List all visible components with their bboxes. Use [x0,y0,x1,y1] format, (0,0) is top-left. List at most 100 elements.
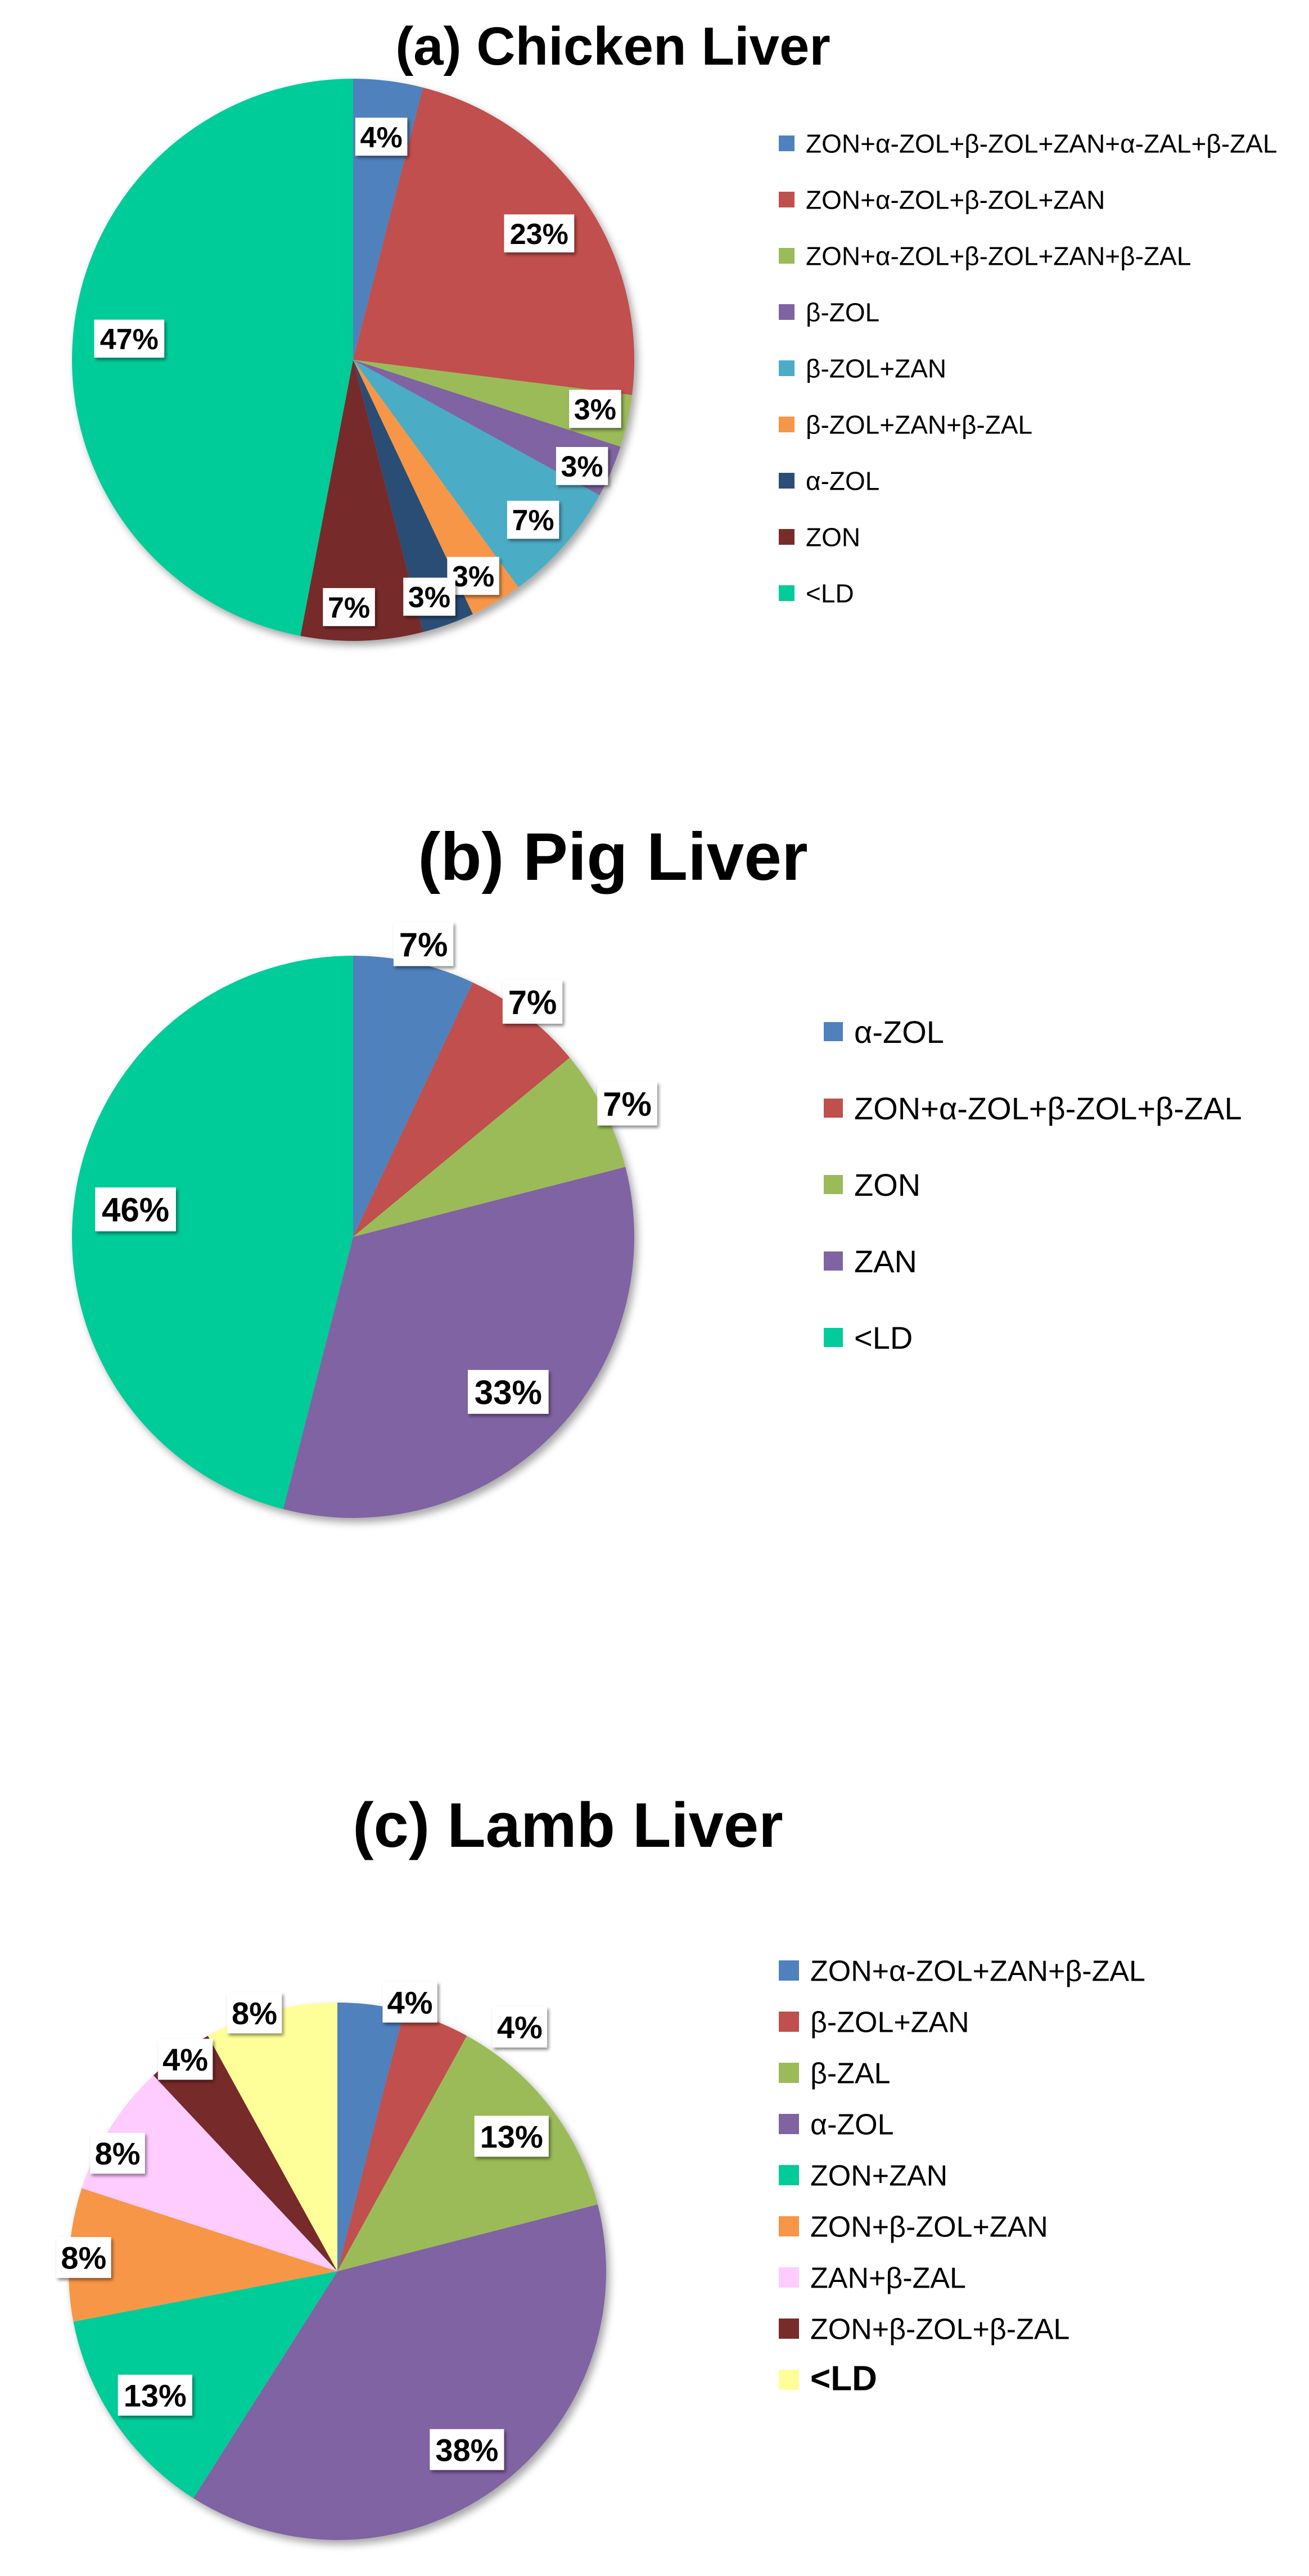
legend-item: <LD [824,1320,913,1355]
legend-label: ZON+α-ZOL+β-ZOL+ZAN+β-ZAL [806,242,1191,271]
legend-item: ZON+α-ZOL+β-ZOL+ZAN [779,186,1105,215]
data-label-text: 7% [399,926,448,964]
data-label: 13% [118,2374,192,2416]
legend-item: ZON+α-ZOL+ZAN+β-ZAL [779,1955,1145,1988]
pie-slice [283,1167,635,1518]
data-label-box [447,557,499,595]
data-label: 47% [94,319,165,358]
legend-label: ZAN+β-ZAL [810,2262,966,2295]
data-label-text: 7% [512,504,554,537]
legend-swatch [779,248,795,264]
legend-label: β-ZAL [810,2058,891,2090]
data-label-text: 7% [328,592,370,625]
legend-label: β-ZOL+ZAN+β-ZAL [806,410,1032,440]
data-label-text: 4% [387,1985,433,2020]
data-labels-pig: 7% 7% 7% 33% 46% [95,922,657,1414]
data-label-box [502,979,563,1024]
data-label: 33% [467,1370,549,1414]
data-label-box [393,922,454,966]
data-label-box [382,1981,437,2023]
data-label-box [467,1370,549,1414]
data-label: 4% [355,117,408,156]
legend-swatch [779,135,795,151]
legend-chicken: ZON+α-ZOL+β-ZOL+ZAN+α-ZAL+β-ZAL ZON+α-ZOL… [779,129,1277,608]
data-label-text: 8% [61,2240,106,2276]
chart-lamb-liver: (c) Lamb Liver 4% 4% 13% 38% 13% 8% 8% 4% 8% ZON… [56,1790,1145,2541]
data-label-box [597,1081,657,1126]
legend-label: ZON [854,1167,920,1203]
legend-lamb: ZON+α-ZOL+ZAN+β-ZAL β-ZOL+ZAN β-ZAL α-ZOL ZO… [779,1955,1145,2398]
legend-swatch [779,360,795,376]
pie-slice [73,2271,338,2498]
legend-swatch [779,1960,799,1981]
legend-label: <LD [854,1320,913,1355]
legend-label: α-ZOL [854,1014,944,1050]
pie-slice [82,2075,337,2271]
pie-slice [337,2036,598,2271]
data-label: 3% [556,447,608,485]
legend-swatch [824,1099,843,1118]
pie-slice [353,956,473,1237]
legend-pig: α-ZOL ZON+α-ZOL+β-ZOL+β-ZAL ZON ZAN <LD [824,1014,1242,1355]
legend-swatch [824,1328,843,1347]
legend-item: β-ZAL [779,2058,891,2090]
legend-item: α-ZOL [779,2109,894,2141]
legend-item: ZON+α-ZOL+β-ZOL+ZAN+α-ZAL+β-ZAL [779,129,1277,159]
pie-slice [353,1057,626,1237]
data-label-box [507,500,559,539]
legend-label: β-ZOL+ZAN [810,2006,969,2039]
data-label: 7% [597,1081,657,1126]
data-label: 3% [447,557,499,595]
pie-slice [300,360,423,641]
data-label: 7% [507,500,559,539]
data-label-box [504,214,575,252]
pie-lamb [68,2002,607,2541]
data-label: 7% [393,922,454,966]
data-label-text: 4% [163,2042,208,2077]
legend-item: ZON [824,1167,920,1203]
legend-label: ZON+β-ZOL+ZAN [810,2211,1048,2244]
data-label-box [355,117,408,156]
legend-label: β-ZOL [806,298,879,327]
data-label-box [157,2039,213,2080]
data-label: 8% [90,2132,145,2174]
legend-swatch [779,2165,799,2185]
data-labels-chicken: 4%23%3%3%7%3%3%7%47% [94,117,621,626]
legend-swatch [824,1022,843,1041]
data-label-box [94,319,165,358]
data-label: 4% [382,1981,437,2023]
legend-swatch [824,1175,843,1194]
data-label: 38% [430,2429,504,2470]
pie-slice [207,2002,337,2271]
data-label: 3% [403,577,455,616]
legend-swatch [779,304,795,320]
legend-swatch [824,1251,843,1271]
data-label-text: 3% [452,561,494,593]
legend-item: ZAN [824,1244,917,1279]
legend-item: ZON+α-ZOL+β-ZOL+ZAN+β-ZAL [779,242,1191,271]
data-label: 3% [569,390,621,428]
data-label-box [56,2236,111,2278]
pie-pig [72,956,635,1518]
legend-item: β-ZOL+ZAN [779,354,946,383]
data-label-text: 23% [510,218,568,251]
data-label-text: 8% [232,1996,277,2031]
data-label-box [118,2374,192,2416]
pie-slice [353,360,633,447]
chart-pig-liver: (b) Pig Liver 7% 7% 7% 33% 46% α-ZOL ZON+α-ZO… [72,819,1242,1518]
pie-slice [353,982,570,1237]
legend-label: ZON+α-ZOL+β-ZOL+ZAN+α-ZAL+β-ZAL [806,129,1277,159]
legend-item: α-ZOL [779,467,879,496]
data-label: 8% [227,1992,282,2033]
pie-slice [353,87,634,395]
legend-item: ZON+α-ZOL+β-ZOL+β-ZAL [824,1091,1242,1126]
legend-item: ZON+β-ZOL+ZAN [779,2211,1048,2244]
legend-swatch [779,192,795,207]
data-label-text: 7% [508,983,557,1021]
legend-label: ZON+ZAN [810,2160,947,2193]
pie-slice [337,2011,467,2271]
pie-slice [353,360,473,632]
data-label-text: 8% [95,2136,141,2171]
legend-swatch [779,2012,799,2032]
legend-item: β-ZOL [779,298,879,327]
